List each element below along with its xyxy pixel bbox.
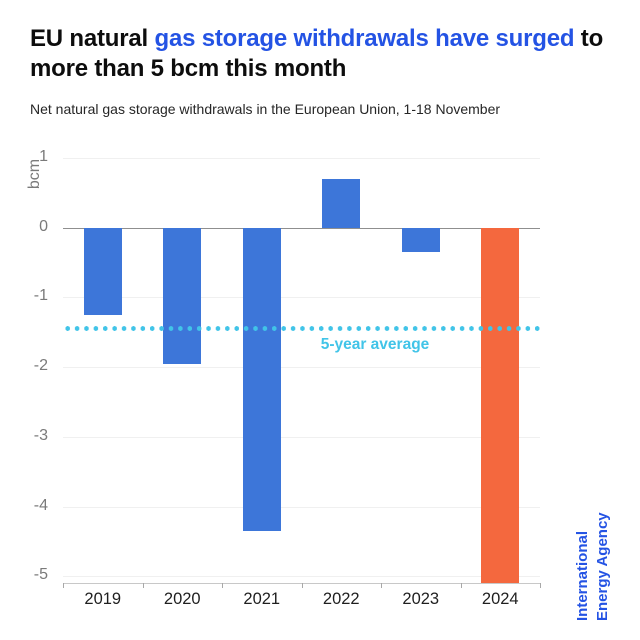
page-title: EU natural gas storage withdrawals have … bbox=[30, 24, 608, 83]
y-tick-label--1: -1 bbox=[33, 287, 48, 305]
chart-subtitle: Net natural gas storage withdrawals in t… bbox=[30, 101, 501, 117]
x-tick-label-2024: 2024 bbox=[481, 590, 519, 609]
five-year-average-label: 5-year average bbox=[320, 336, 430, 353]
y-tick-label-0: 0 bbox=[39, 217, 48, 235]
gridline-y--3 bbox=[63, 436, 540, 438]
iea-credit-line-0: International bbox=[574, 530, 591, 621]
y-tick-label--4: -4 bbox=[33, 496, 48, 514]
bar-2024 bbox=[481, 227, 520, 584]
x-tick-label-2021: 2021 bbox=[243, 590, 281, 609]
zero-axis-line bbox=[63, 227, 540, 230]
five-year-average-line bbox=[63, 326, 540, 332]
gridline-y-1 bbox=[63, 157, 540, 159]
iea-credit: International Energy Agency bbox=[573, 481, 613, 621]
y-tick-label--2: -2 bbox=[33, 357, 48, 375]
x-axis-tick-6 bbox=[540, 583, 541, 589]
y-tick-label--5: -5 bbox=[33, 566, 48, 584]
x-tick-label-2019: 2019 bbox=[84, 590, 122, 609]
bar-2022 bbox=[322, 178, 361, 228]
x-tick-label-2020: 2020 bbox=[163, 590, 201, 609]
iea-credit-line-1: Energy Agency bbox=[593, 512, 611, 621]
gridline-y--1 bbox=[63, 297, 540, 299]
gridline-y--2 bbox=[63, 367, 540, 369]
x-axis-tick-4 bbox=[381, 583, 382, 589]
bar-2020 bbox=[163, 227, 202, 364]
y-tick-label-1: 1 bbox=[39, 147, 48, 165]
bar-2019 bbox=[83, 227, 122, 315]
title-segment-2: to more than 5 bcm this month bbox=[30, 25, 604, 82]
x-axis-tick-0 bbox=[63, 583, 64, 589]
title-segment-1: gas storage withdrawals have surged bbox=[154, 25, 575, 52]
x-tick-label-2023: 2023 bbox=[402, 590, 440, 609]
x-axis-tick-5 bbox=[460, 583, 462, 589]
bar-2021 bbox=[242, 227, 281, 532]
x-axis-tick-2 bbox=[222, 583, 223, 589]
x-tick-label-2022: 2022 bbox=[322, 590, 360, 609]
bar-2023 bbox=[401, 227, 440, 253]
title-segment-0: EU natural bbox=[30, 25, 155, 52]
x-axis-tick-1 bbox=[142, 583, 144, 589]
x-axis-tick-3 bbox=[301, 583, 303, 589]
gridline-y--5 bbox=[63, 576, 540, 578]
gridline-y--4 bbox=[63, 506, 540, 508]
y-tick-label--3: -3 bbox=[33, 426, 48, 444]
